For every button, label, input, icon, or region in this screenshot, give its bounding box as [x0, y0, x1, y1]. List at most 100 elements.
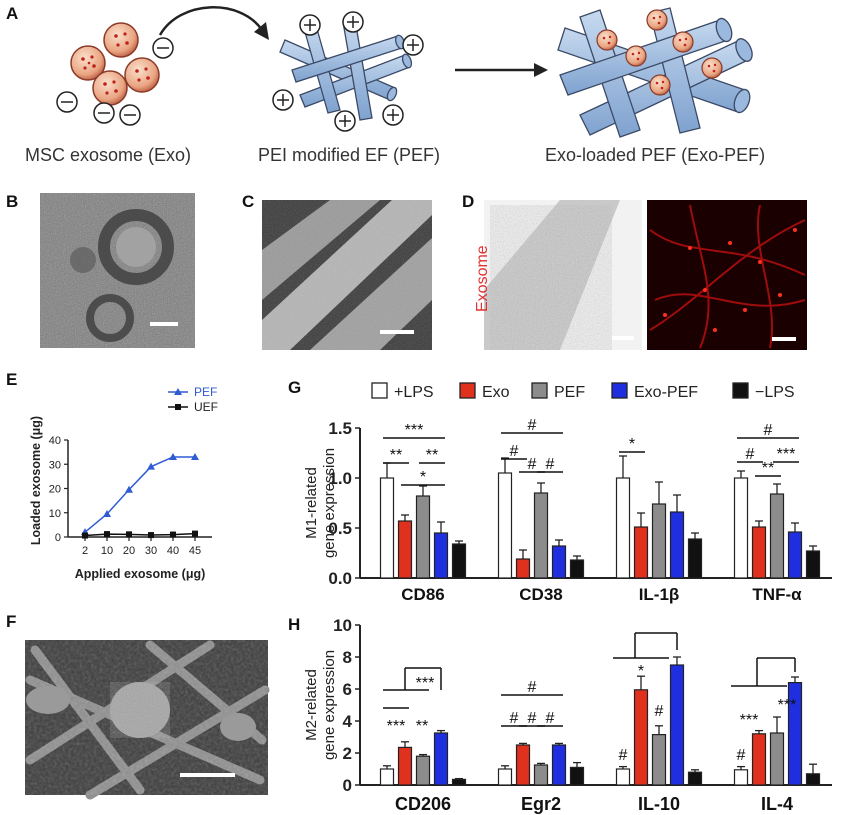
x-axis-label: Applied exosome (μg) [75, 567, 206, 581]
data-point-pef [125, 485, 133, 493]
legend-swatch [732, 382, 749, 399]
caption-exo-pef: Exo-loaded PEF (Exo-PEF) [545, 145, 766, 165]
bar-lps [805, 773, 821, 786]
panel-f-sem-image [25, 640, 270, 800]
significance-mark: # [528, 417, 537, 434]
panel-a-schematic [56, 6, 753, 138]
caption-msc-exosome: MSC exosome (Exo) [25, 145, 192, 165]
panel-label-f: F [6, 612, 17, 631]
scale-bar [150, 322, 178, 326]
legend-swatch [459, 382, 476, 399]
bar-lps [451, 778, 467, 786]
panel-label-h: H [288, 615, 301, 634]
bar-lps [687, 771, 703, 786]
series-line-uef [84, 532, 196, 537]
y-tick-label: 10 [333, 616, 352, 635]
x-tick-label: 45 [189, 545, 201, 557]
curved-arrow [158, 6, 264, 36]
caption-pef: PEI modified EF (PEF) [258, 145, 441, 165]
negative-charge-icons [56, 37, 174, 126]
bar-exopef [669, 511, 685, 579]
x-tick-label: 2 [82, 545, 88, 557]
panel-label-d: D [462, 192, 475, 211]
bar-pef [651, 733, 667, 786]
data-point-pef [169, 452, 177, 460]
significance-mark: *** [778, 697, 797, 714]
data-point-pef [191, 452, 199, 460]
category-label: TNF-α [752, 585, 802, 604]
bar-exopef [433, 532, 449, 579]
significance-mark: # [528, 710, 537, 727]
panel-d-images [484, 200, 807, 350]
scale-bar [180, 773, 235, 777]
bar-pef [533, 764, 549, 786]
bar-exo [633, 689, 649, 786]
y-tick-label: 0 [55, 532, 61, 544]
y-tick-label: 30 [49, 459, 61, 471]
bar-exo [397, 520, 413, 579]
scale-bar [772, 337, 796, 341]
bar-exopef [551, 744, 567, 786]
significance-mark: *** [405, 422, 424, 439]
significance-mark: # [737, 747, 746, 764]
y-tick-label: 20 [49, 484, 61, 496]
bar-pef [533, 492, 549, 579]
bar-lps [379, 477, 395, 579]
bar-exo [515, 744, 531, 786]
series-line-pef [84, 456, 195, 533]
category-label: IL-4 [761, 794, 793, 814]
significance-mark: * [629, 436, 635, 453]
y-tick-label: 40 [49, 435, 61, 447]
data-point-pef [103, 509, 111, 517]
significance-mark: # [546, 710, 555, 727]
category-label: IL-10 [638, 794, 680, 814]
bar-exo [633, 526, 649, 579]
bar-pef [769, 732, 785, 786]
y-tick-label: 1.0 [328, 469, 352, 488]
legend-swatch [611, 382, 628, 399]
significance-mark: *** [777, 446, 796, 463]
bar-exo [751, 733, 767, 786]
chart-g-m1-expression: 0.0 0.5 1.0 1.5 CD86 CD38 IL-1β TNF-α M1-related… [303, 382, 832, 604]
significance-mark: ** [762, 460, 774, 477]
panel-c-sem-image [262, 200, 432, 350]
bar-lps [497, 472, 513, 579]
significance-mark: # [746, 446, 755, 463]
significance-mark: # [510, 710, 519, 727]
y-tick-label: 1.5 [328, 419, 352, 438]
data-point-uef [148, 532, 154, 539]
bar-exopef [433, 732, 449, 786]
legend-label-pef: PEF [194, 385, 217, 399]
legend-label-uef: UEF [194, 400, 218, 414]
bar-lps [497, 768, 513, 786]
bar-lps [615, 768, 631, 786]
significance-mark: # [510, 443, 519, 460]
significance-mark: ** [390, 447, 402, 464]
bar-lps [687, 538, 703, 579]
x-tick-label: 30 [145, 545, 157, 557]
significance-mark: # [528, 679, 537, 696]
bar-lps [733, 477, 749, 579]
y-tick-label: 2 [343, 744, 352, 763]
category-label: CD206 [395, 794, 451, 814]
positive-charge-icons [272, 11, 424, 132]
y-tick-label: 0.0 [328, 569, 352, 588]
y-axis-label: Loaded exosome (μg) [29, 416, 43, 545]
y-tick-label: 8 [343, 648, 352, 667]
bar-exo [751, 526, 767, 579]
data-point-uef [192, 530, 198, 537]
legend-swatch [371, 382, 388, 399]
category-label: IL-1β [639, 585, 680, 604]
data-point-uef [104, 531, 110, 538]
bar-exo [397, 746, 413, 786]
scale-bar [380, 330, 414, 334]
panel-label-a: A [6, 4, 19, 23]
legend-label: Exo [482, 384, 510, 401]
bar-lps [569, 766, 585, 786]
bar-lps [805, 550, 821, 579]
data-point-uef [82, 532, 88, 539]
bar-pef [415, 495, 431, 579]
bar-lps [379, 768, 395, 786]
y-tick-label: 10 [49, 508, 61, 520]
chart-h-m2-expression: 0 2 4 6 8 10 CD206 Egr2 IL-10 IL-4 M2-relatedgene … [303, 616, 832, 814]
